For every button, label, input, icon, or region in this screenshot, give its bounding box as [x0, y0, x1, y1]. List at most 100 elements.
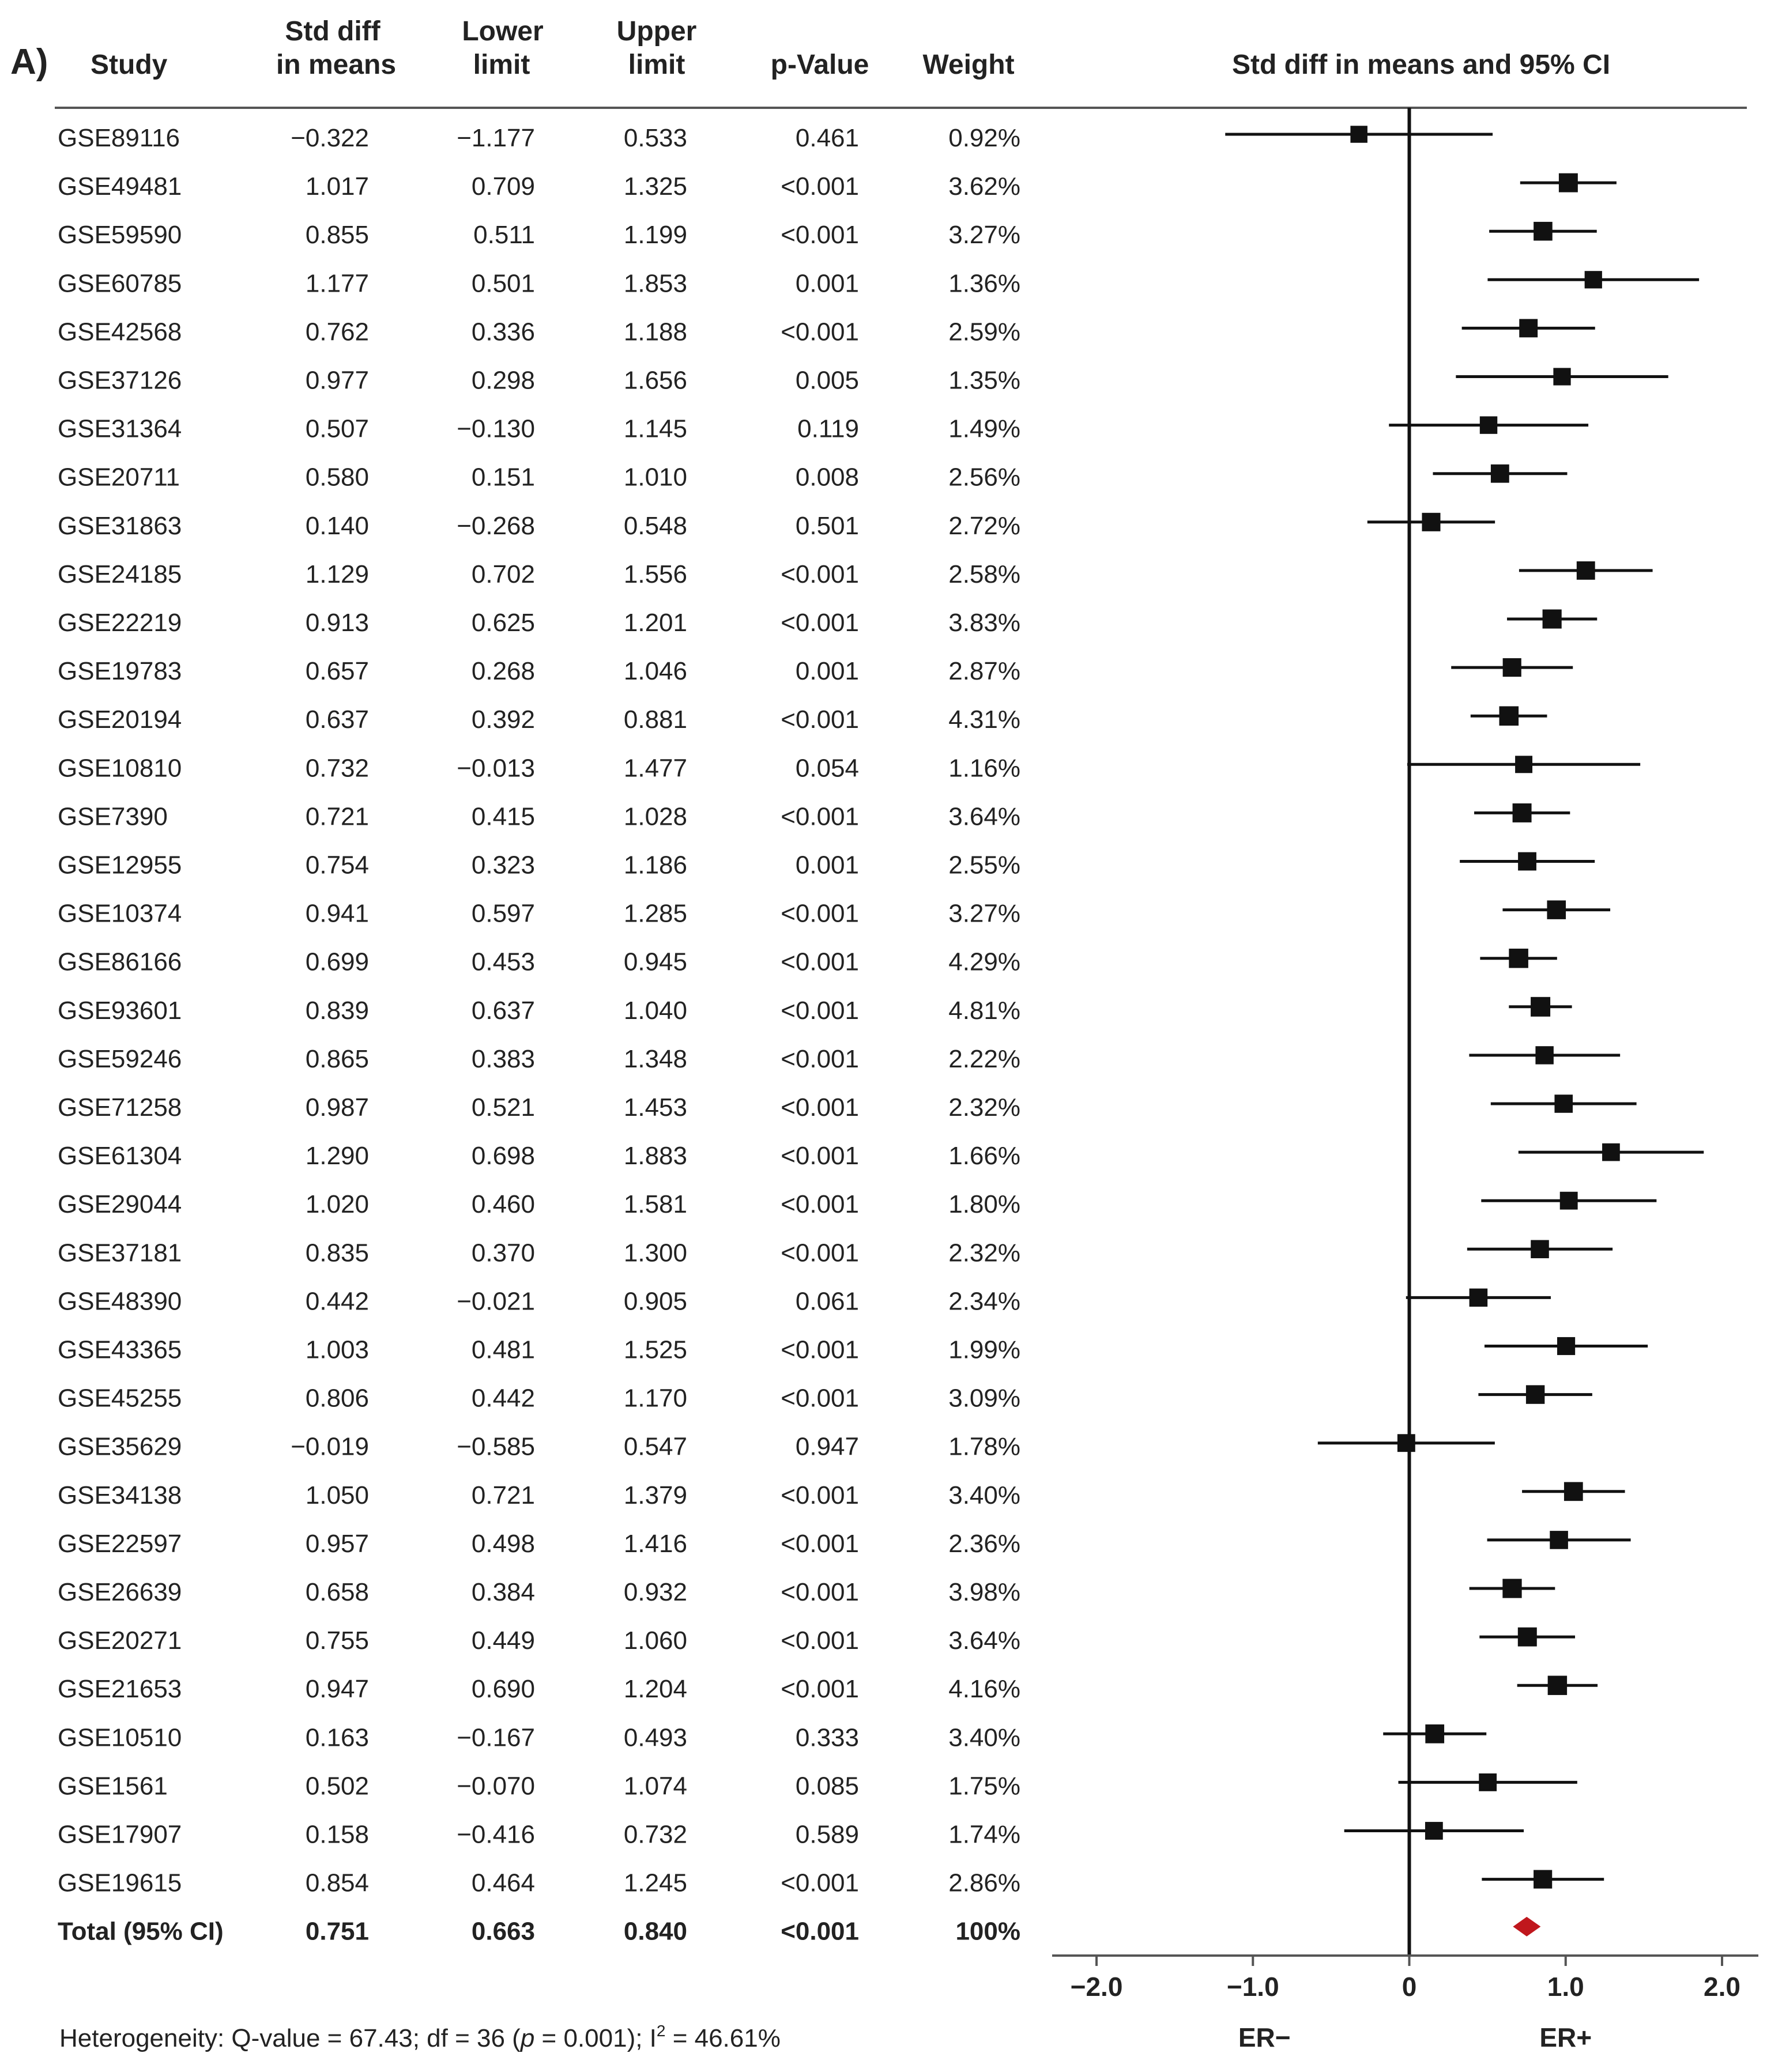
lower-limit-cell: 0.449 — [472, 1626, 535, 1655]
lower-limit-cell: 0.597 — [472, 900, 535, 928]
heterogeneity-middle: = 0.001); I — [534, 2024, 657, 2052]
forest-row — [1519, 561, 1653, 580]
upper-limit-cell: 1.325 — [624, 172, 687, 201]
smd-cell: 1.177 — [306, 269, 369, 297]
p-value-cell: <0.001 — [781, 1530, 859, 1558]
heterogeneity-suffix: = 46.61% — [665, 2024, 780, 2052]
upper-limit-cell: 1.060 — [624, 1626, 687, 1655]
effect-marker — [1542, 609, 1562, 629]
smd-cell: 1.003 — [306, 1336, 369, 1364]
study-cell: GSE48390 — [58, 1287, 182, 1315]
effect-marker — [1350, 126, 1367, 143]
direction-label-right: ER+ — [1539, 2022, 1592, 2052]
smd-cell: 0.657 — [306, 657, 369, 685]
lower-limit-cell: 0.702 — [472, 560, 535, 588]
header-upper-line1: Upper — [617, 16, 697, 47]
smd-cell: 0.806 — [306, 1384, 369, 1413]
effect-marker — [1490, 464, 1509, 483]
upper-limit-cell: 1.416 — [624, 1530, 687, 1558]
study-cell: GSE86166 — [58, 948, 182, 976]
study-cell: GSE21653 — [58, 1675, 182, 1703]
smd-cell: 0.721 — [306, 802, 369, 831]
lower-limit-cell: −0.070 — [457, 1772, 535, 1800]
forest-row — [1509, 997, 1572, 1017]
upper-limit-cell: 1.285 — [624, 900, 687, 928]
smd-cell: 0.140 — [306, 512, 369, 540]
smd-cell: 1.017 — [306, 172, 369, 201]
effect-marker — [1515, 756, 1533, 773]
upper-limit-cell: 0.732 — [624, 1821, 687, 1849]
p-value-cell: <0.001 — [781, 802, 859, 831]
header-study: Study — [91, 50, 168, 80]
upper-limit-cell: 1.245 — [624, 1869, 687, 1897]
weight-cell: 3.27% — [948, 900, 1020, 928]
upper-limit-cell: 1.581 — [624, 1190, 687, 1218]
smd-cell: 0.977 — [306, 367, 369, 395]
smd-cell: 1.050 — [306, 1481, 369, 1509]
lower-limit-cell: −0.021 — [457, 1287, 535, 1315]
lower-limit-cell: −0.013 — [457, 754, 535, 782]
forest-row — [1469, 1579, 1555, 1598]
study-cell: GSE37181 — [58, 1239, 182, 1267]
weight-cell: 2.56% — [948, 463, 1020, 492]
lower-limit-cell: 0.460 — [472, 1190, 535, 1218]
smd-cell: 0.762 — [306, 318, 369, 346]
header-smd-line2: in means — [276, 50, 396, 80]
table-row: GSE37181 0.835 0.370 1.300 <0.001 2.32% — [58, 1239, 1020, 1267]
table-row: GSE20194 0.637 0.392 0.881 <0.001 4.31% — [58, 705, 1020, 734]
table-row: GSE35629 −0.019 −0.585 0.547 0.947 1.78% — [58, 1433, 1020, 1461]
p-value-cell: <0.001 — [781, 221, 859, 249]
study-cell: GSE59246 — [58, 1045, 182, 1073]
forest-row — [1225, 126, 1493, 143]
table-row: GSE93601 0.839 0.637 1.040 <0.001 4.81% — [58, 997, 1020, 1025]
p-value-cell: 0.119 — [797, 415, 859, 443]
study-cell: GSE37126 — [58, 367, 182, 395]
lower-limit-cell: 0.498 — [472, 1530, 535, 1558]
study-cell: GSE43365 — [58, 1336, 182, 1364]
effect-marker — [1469, 1288, 1488, 1307]
smd-cell: −0.322 — [291, 124, 369, 152]
p-value-cell: 0.061 — [796, 1287, 859, 1315]
weight-cell: 4.81% — [948, 997, 1020, 1025]
upper-limit-cell: 0.905 — [624, 1287, 687, 1315]
forest-row — [1470, 706, 1547, 726]
smd-cell: 1.290 — [306, 1142, 369, 1170]
x-tick-label: 1.0 — [1547, 1972, 1584, 2002]
forest-row — [1474, 803, 1570, 822]
table-row: GSE22597 0.957 0.498 1.416 <0.001 2.36% — [58, 1530, 1020, 1558]
upper-limit-cell: 1.300 — [624, 1239, 687, 1267]
effect-marker — [1534, 1870, 1553, 1889]
study-cell: GSE26639 — [58, 1578, 182, 1606]
heterogeneity-footnote: Heterogeneity: Q-value = 67.43; df = 36 … — [59, 2022, 781, 2052]
study-cell: GSE35629 — [58, 1433, 182, 1461]
weight-cell: 2.58% — [948, 560, 1020, 588]
upper-limit-cell: 1.525 — [624, 1336, 687, 1364]
study-cell: GSE19783 — [58, 657, 182, 685]
forest-row — [1367, 512, 1495, 531]
smd-cell: 0.854 — [306, 1869, 369, 1897]
lower-limit-cell: 0.698 — [472, 1142, 535, 1170]
weight-cell: 3.09% — [948, 1384, 1020, 1413]
forest-row — [1490, 1095, 1637, 1113]
smd-cell: 0.865 — [306, 1045, 369, 1073]
effect-marker — [1525, 1385, 1545, 1404]
study-cell: GSE49481 — [58, 172, 182, 201]
forest-row — [1478, 1385, 1592, 1404]
forest-row — [1406, 1288, 1551, 1307]
effect-marker — [1535, 1046, 1554, 1065]
forest-row — [1487, 1531, 1631, 1549]
p-value-cell: <0.001 — [781, 318, 859, 346]
effect-marker — [1422, 512, 1441, 531]
p-value-cell: <0.001 — [781, 1918, 859, 1946]
study-cell: GSE7390 — [58, 802, 168, 831]
weight-cell: 1.80% — [948, 1190, 1020, 1218]
p-value-cell: 0.005 — [796, 367, 859, 395]
effect-marker — [1558, 173, 1578, 193]
forest-row — [1469, 1046, 1621, 1065]
effect-marker — [1425, 1724, 1445, 1743]
effect-marker — [1479, 416, 1498, 434]
direction-label-left: ER− — [1238, 2022, 1291, 2052]
forest-row — [1407, 756, 1641, 773]
study-cell: GSE22597 — [58, 1530, 182, 1558]
weight-cell: 1.16% — [948, 754, 1020, 782]
